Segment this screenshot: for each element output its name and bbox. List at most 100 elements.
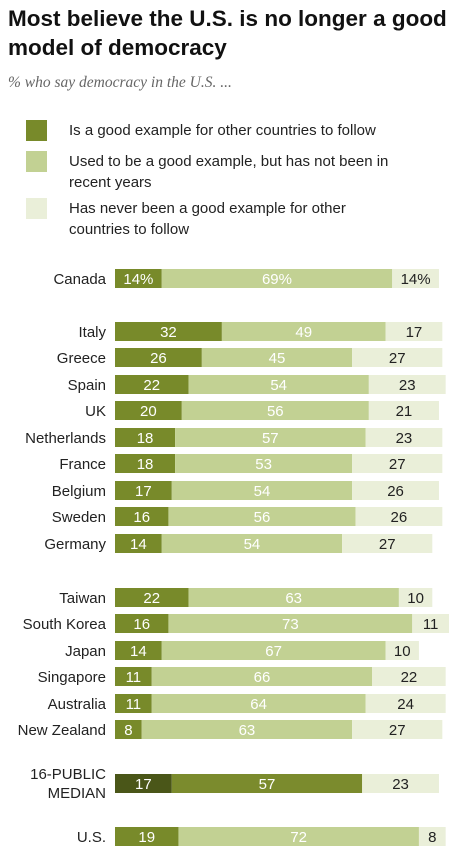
- bar-segment-used-to-be: [181, 401, 369, 420]
- row-label: France: [59, 456, 106, 473]
- row-label: Australia: [48, 696, 107, 713]
- bar-segment-good-example: [115, 588, 189, 607]
- legend-label-used-to-be: Used to be a good example, but has not b…: [69, 153, 389, 191]
- legend-item-used-to-be: Used to be a good example, but has not b…: [26, 151, 466, 193]
- bar-segment-good-example: [115, 667, 152, 686]
- bar-segment-good-example: [115, 641, 162, 660]
- data-label: 22: [143, 590, 160, 607]
- data-label: 16: [133, 616, 150, 633]
- row-label: Netherlands: [25, 430, 106, 447]
- data-label: 22: [401, 669, 418, 686]
- data-label: 14%: [123, 271, 153, 288]
- bar-segment-good-example: [115, 401, 182, 420]
- bar-segment-never-good: [368, 375, 446, 394]
- bar-segment-used-to-be: [175, 428, 366, 447]
- row-label: Sweden: [52, 509, 106, 526]
- bar-row-belgium: Belgium 17 54 26: [52, 481, 439, 500]
- data-label: 26: [150, 350, 167, 367]
- bar-segment-good-example: [115, 534, 162, 553]
- data-label: 16: [133, 509, 150, 526]
- data-label: 10: [407, 590, 424, 607]
- bar-segment-used-to-be: [141, 720, 353, 739]
- bar-segment-good-example: [115, 269, 162, 288]
- data-label: 11: [126, 669, 142, 686]
- bar-segment-good-example: [115, 375, 189, 394]
- data-label: 56: [267, 403, 284, 420]
- data-label: 26: [387, 483, 404, 500]
- legend-item-never-good: Has never been a good example for other …: [26, 198, 466, 240]
- bar-row-greece: Greece 26 45 27: [57, 348, 443, 367]
- bar-segment-never-good: [398, 588, 433, 607]
- data-label: 54: [270, 377, 287, 394]
- bar-segment-never-good: [365, 428, 443, 447]
- data-label: 20: [140, 403, 157, 420]
- data-label: 22: [143, 377, 160, 394]
- bar-segment-never-good: [412, 614, 449, 633]
- bar-segment-used-to-be: [161, 534, 343, 553]
- row-label: 16-PUBLIC: [30, 766, 106, 783]
- data-label: 23: [396, 430, 413, 447]
- bar-segment-never-good: [352, 481, 439, 500]
- data-label: 49: [295, 324, 312, 341]
- data-label: 72: [290, 829, 307, 846]
- legend-swatch-good-example: [26, 120, 47, 141]
- bar-segment-used-to-be: [168, 507, 356, 526]
- data-label: 57: [259, 776, 276, 793]
- data-label: 64: [250, 696, 267, 713]
- bar-row-canada: Canada 14% 69% 14%: [53, 269, 439, 288]
- bar-row-italy: Italy 32 49 17: [78, 322, 443, 341]
- data-label: 14%: [401, 271, 431, 288]
- bar-segment-used-to-be: [151, 667, 373, 686]
- row-label: MEDIAN: [48, 785, 106, 802]
- row-label: Canada: [53, 271, 106, 288]
- row-label: U.S.: [77, 829, 106, 846]
- bar-segment-never-good: [352, 720, 443, 739]
- bar-segment-never-good: [352, 454, 443, 473]
- bar-row-sweden: Sweden 16 56 26: [52, 507, 443, 526]
- bar-segment-good-example: [115, 428, 176, 447]
- bar-row-new-zealand: New Zealand 8 63 27: [18, 720, 443, 739]
- data-label: 56: [254, 509, 271, 526]
- data-label: 27: [379, 536, 396, 553]
- bar-row-japan: Japan 14 67 10: [65, 641, 419, 660]
- legend-item-good-example: Is a good example for other countries to…: [26, 120, 466, 141]
- data-label: 11: [423, 616, 439, 633]
- bar-segment-used-to-be: [171, 774, 363, 793]
- bar-segment-used-to-be: [168, 614, 413, 633]
- bar-row-netherlands: Netherlands 18 57 23: [25, 428, 443, 447]
- row-label: New Zealand: [18, 722, 106, 739]
- data-label: 21: [396, 403, 413, 420]
- data-label: 24: [397, 696, 414, 713]
- bar-segment-used-to-be: [201, 348, 353, 367]
- row-label: Belgium: [52, 483, 106, 500]
- data-label: 19: [138, 829, 155, 846]
- data-label: 17: [406, 324, 423, 341]
- bar-segment-used-to-be: [178, 827, 419, 846]
- bar-segment-never-good: [392, 269, 439, 288]
- data-label: 54: [244, 536, 261, 553]
- data-label: 27: [389, 722, 406, 739]
- data-label: 23: [392, 776, 409, 793]
- data-label: 17: [135, 776, 152, 793]
- bar-segment-never-good: [362, 774, 439, 793]
- data-label: 27: [389, 350, 406, 367]
- data-label: 14: [130, 536, 147, 553]
- bar-row-south-korea: South Korea 16 73 11: [23, 614, 449, 633]
- bar-segment-never-good: [352, 348, 443, 367]
- bar-segment-good-example: [115, 827, 179, 846]
- bar-row-uk: UK 20 56 21: [85, 401, 439, 420]
- bar-segment-used-to-be: [221, 322, 386, 341]
- row-label: Taiwan: [59, 590, 106, 607]
- data-label: 32: [160, 324, 177, 341]
- data-label: 17: [135, 483, 152, 500]
- data-label: 23: [399, 377, 416, 394]
- data-label: 63: [239, 722, 256, 739]
- data-label: 10: [394, 643, 411, 660]
- bar-row-16-public-median: 16-PUBLIC MEDIAN 17 57 23: [30, 766, 439, 802]
- data-label: 14: [130, 643, 147, 660]
- bar-row-taiwan: Taiwan 22 63 10: [59, 588, 433, 607]
- row-label: Japan: [65, 643, 106, 660]
- bar-row-australia: Australia 11 64 24: [48, 694, 446, 713]
- row-label: Greece: [57, 350, 106, 367]
